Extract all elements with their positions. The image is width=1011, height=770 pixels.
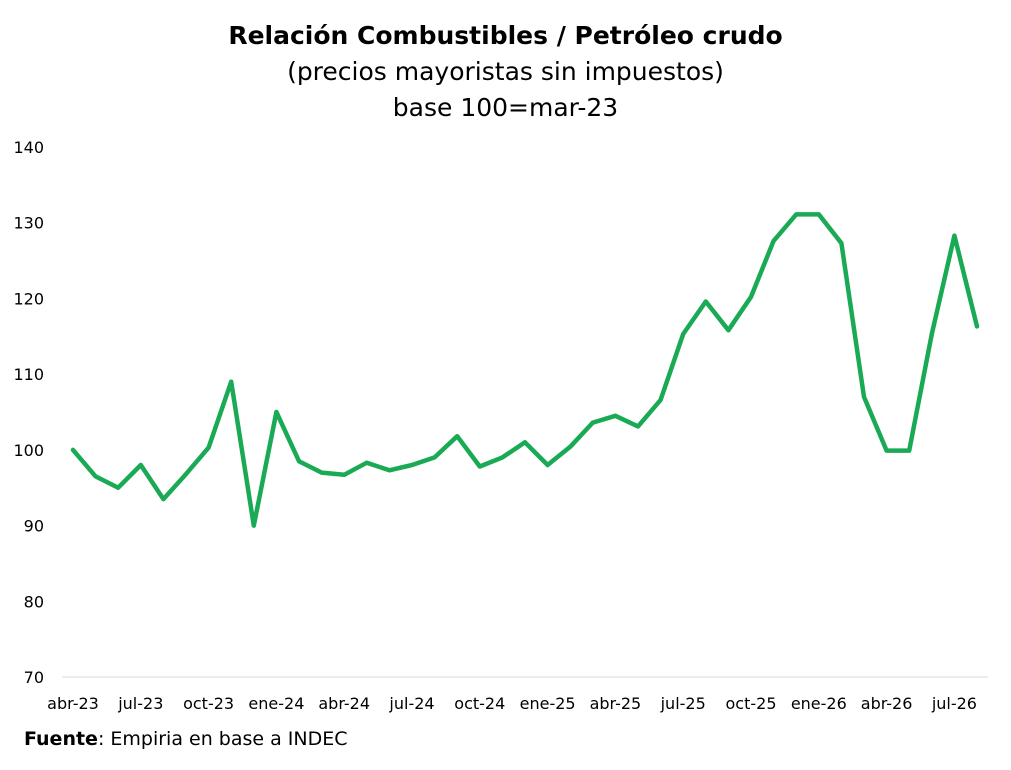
y-tick-label: 90 — [24, 517, 44, 536]
data-point — [161, 497, 166, 502]
chart-subtitle-line-2: base 100=mar-23 — [392, 93, 619, 122]
data-point — [568, 444, 573, 449]
data-point — [545, 463, 550, 467]
x-tick-label: jul-24 — [388, 694, 434, 713]
y-tick-label: 80 — [24, 592, 44, 611]
y-axis: 70 80 90 100 110 120 130 140 — [13, 138, 44, 687]
data-point — [749, 294, 753, 299]
y-tick-label: 110 — [13, 365, 44, 384]
data-point — [636, 424, 640, 429]
data-point — [71, 447, 75, 452]
x-axis: abr-23 jul-23 oct-23 ene-24 abr-24 jul-24 oct-… — [47, 676, 988, 713]
data-point — [387, 468, 392, 473]
y-tick-label: 70 — [24, 668, 44, 687]
data-point — [839, 241, 844, 246]
y-tick-label: 100 — [13, 441, 44, 460]
data-point — [297, 459, 301, 464]
data-point — [116, 485, 121, 490]
data-point — [523, 440, 527, 445]
data-point — [816, 212, 821, 217]
x-tick-label: abr-24 — [318, 694, 370, 713]
data-point — [929, 332, 934, 337]
series-layer — [70, 212, 980, 528]
data-point — [410, 463, 414, 467]
x-tick-label: abr-26 — [861, 694, 913, 713]
data-point — [703, 299, 708, 304]
source-note: Fuente: Empiria en base a INDEC — [24, 727, 348, 751]
data-point — [319, 470, 324, 475]
x-tick-label: ene-24 — [248, 694, 304, 713]
y-tick-label: 130 — [13, 214, 44, 233]
data-point — [884, 448, 889, 453]
x-tick-label: oct-23 — [183, 694, 234, 713]
data-point — [251, 523, 256, 528]
x-tick-label: oct-25 — [726, 694, 777, 713]
data-point — [862, 394, 866, 399]
data-point — [590, 420, 595, 425]
x-tick-label: abr-23 — [47, 694, 99, 713]
data-point — [138, 463, 143, 467]
x-tick-label: abr-25 — [590, 694, 642, 713]
data-point — [364, 460, 369, 465]
chart-title-block: Relación Combustibles / Petróleo crudo (… — [0, 18, 1011, 126]
data-point — [432, 455, 437, 460]
chart-subtitle-line-1: (precios mayoristas sin impuestos) — [287, 57, 724, 86]
x-tick-label: oct-24 — [454, 694, 505, 713]
y-tick-label: 120 — [13, 289, 44, 308]
data-point — [342, 472, 347, 477]
data-point — [658, 397, 663, 402]
data-point — [229, 379, 234, 384]
data-point — [771, 238, 776, 243]
source-label: Fuente — [24, 728, 98, 750]
data-point — [184, 472, 188, 477]
x-tick-label: ene-25 — [520, 694, 576, 713]
x-tick-label: jul-26 — [931, 694, 977, 713]
data-point — [952, 233, 957, 238]
data-point — [93, 474, 98, 479]
data-point — [907, 448, 912, 453]
data-point — [681, 332, 686, 337]
data-point — [794, 212, 799, 217]
x-tick-label: ene-26 — [791, 694, 847, 713]
chart-title: Relación Combustibles / Petróleo crudo — [228, 21, 783, 50]
data-point — [206, 445, 211, 450]
source-text: : Empiria en base a INDEC — [97, 728, 348, 750]
data-point — [613, 413, 618, 418]
y-tick-label: 140 — [13, 138, 44, 157]
data-point — [455, 434, 460, 439]
data-point — [500, 455, 505, 460]
data-point — [726, 328, 731, 333]
data-point — [975, 324, 979, 329]
series-line — [70, 212, 980, 528]
x-tick-label: jul-23 — [117, 694, 163, 713]
x-tick-label: jul-25 — [660, 694, 706, 713]
data-point — [274, 410, 279, 414]
data-point — [477, 464, 482, 469]
